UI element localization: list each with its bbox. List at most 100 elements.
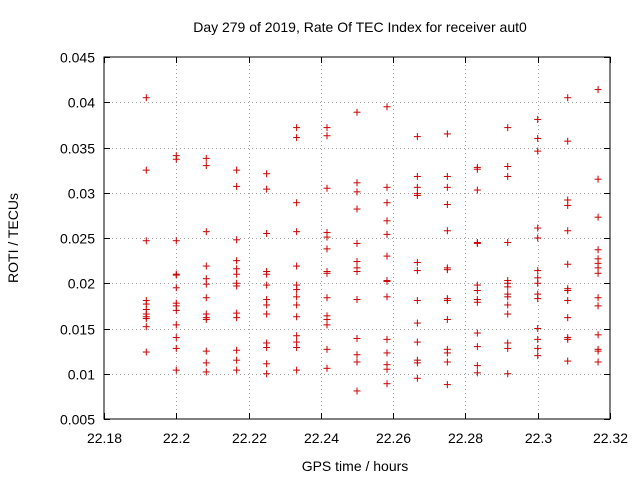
data-point: [383, 252, 391, 260]
data-point: [202, 228, 210, 236]
data-point: [534, 325, 542, 332]
data-point: [473, 286, 481, 294]
data-point: [564, 314, 572, 322]
data-point: [202, 315, 210, 323]
data-point: [564, 260, 572, 268]
data-point: [202, 294, 210, 302]
data-point: [594, 347, 602, 355]
data-point: [504, 172, 512, 180]
data-point: [233, 356, 241, 364]
data-point: [594, 358, 602, 366]
x-tick-label: 22.28: [448, 430, 483, 446]
data-point: [263, 360, 271, 368]
y-tick-label: 0.04: [68, 95, 95, 111]
data-point: [504, 163, 512, 171]
data-point: [443, 130, 451, 138]
data-point: [353, 267, 361, 275]
data-point: [323, 345, 331, 353]
data-point: [263, 281, 271, 289]
data-point: [443, 296, 451, 304]
y-tick-label: 0.005: [60, 412, 95, 428]
data-point: [564, 335, 572, 343]
data-point: [293, 344, 301, 352]
data-point: [263, 344, 271, 352]
data-point: [504, 370, 512, 378]
data-point: [413, 338, 421, 346]
data-point: [534, 234, 542, 242]
data-point: [443, 183, 451, 191]
data-point: [504, 344, 512, 352]
data-point: [202, 262, 210, 270]
data-point: [594, 213, 602, 221]
data-point: [353, 179, 361, 187]
data-point: [534, 335, 542, 343]
data-point: [263, 270, 271, 278]
data-point: [142, 348, 150, 356]
data-point: [564, 94, 572, 102]
data-point: [473, 369, 481, 377]
data-point: [172, 306, 180, 314]
data-point: [353, 239, 361, 247]
y-tick-label: 0.035: [60, 141, 95, 157]
data-point: [504, 239, 512, 247]
data-point: [233, 346, 241, 354]
data-point: [233, 314, 241, 322]
data-point: [564, 227, 572, 235]
data-point: [293, 313, 301, 321]
data-point: [383, 199, 391, 207]
data-point: [383, 217, 391, 225]
data-point: [293, 366, 301, 374]
data-point: [383, 277, 391, 285]
data-point: [443, 381, 451, 389]
data-point: [534, 115, 542, 123]
data-point: [564, 201, 572, 209]
data-point: [323, 245, 331, 253]
data-point: [353, 351, 361, 359]
data-point: [202, 359, 210, 367]
y-tick-label: 0.03: [68, 186, 95, 202]
plot-frame: [103, 56, 611, 420]
data-point: [293, 134, 301, 142]
data-point: [293, 262, 301, 270]
data-point: [413, 296, 421, 304]
data-point: [413, 191, 421, 199]
data-point: [353, 358, 361, 366]
data-point: [142, 315, 150, 323]
data-point: [594, 246, 602, 254]
data-point: [594, 331, 602, 339]
data-point: [473, 343, 481, 351]
data-point: [233, 257, 241, 265]
data-point: [443, 358, 451, 366]
data-point: [534, 295, 542, 303]
data-point: [473, 298, 481, 306]
data-point: [353, 334, 361, 342]
chart-title: Day 279 of 2019, Rate Of TEC Index for r…: [193, 19, 527, 35]
data-point: [353, 188, 361, 196]
data-point: [443, 315, 451, 323]
data-point: [172, 237, 180, 245]
data-point: [564, 296, 572, 304]
y-tick-label: 0.045: [60, 50, 95, 66]
data-point: [323, 233, 331, 241]
data-point: [594, 294, 602, 302]
y-tick-label: 0.025: [60, 231, 95, 247]
y-tick-label: 0.01: [68, 367, 95, 383]
data-point: [293, 293, 301, 301]
data-point: [263, 301, 271, 309]
data-point: [353, 296, 361, 304]
data-point: [504, 283, 512, 291]
data-point: [263, 310, 271, 318]
data-point: [504, 293, 512, 301]
data-point: [473, 186, 481, 194]
x-tick-label: 22.24: [304, 430, 339, 446]
data-point: [202, 347, 210, 355]
data-point: [293, 301, 301, 309]
data-point: [233, 182, 241, 190]
data-point: [534, 352, 542, 360]
data-point: [233, 236, 241, 244]
data-point: [383, 293, 391, 301]
x-tick-label: 22.2: [163, 430, 190, 446]
data-point: [413, 183, 421, 191]
data-point: [413, 133, 421, 141]
